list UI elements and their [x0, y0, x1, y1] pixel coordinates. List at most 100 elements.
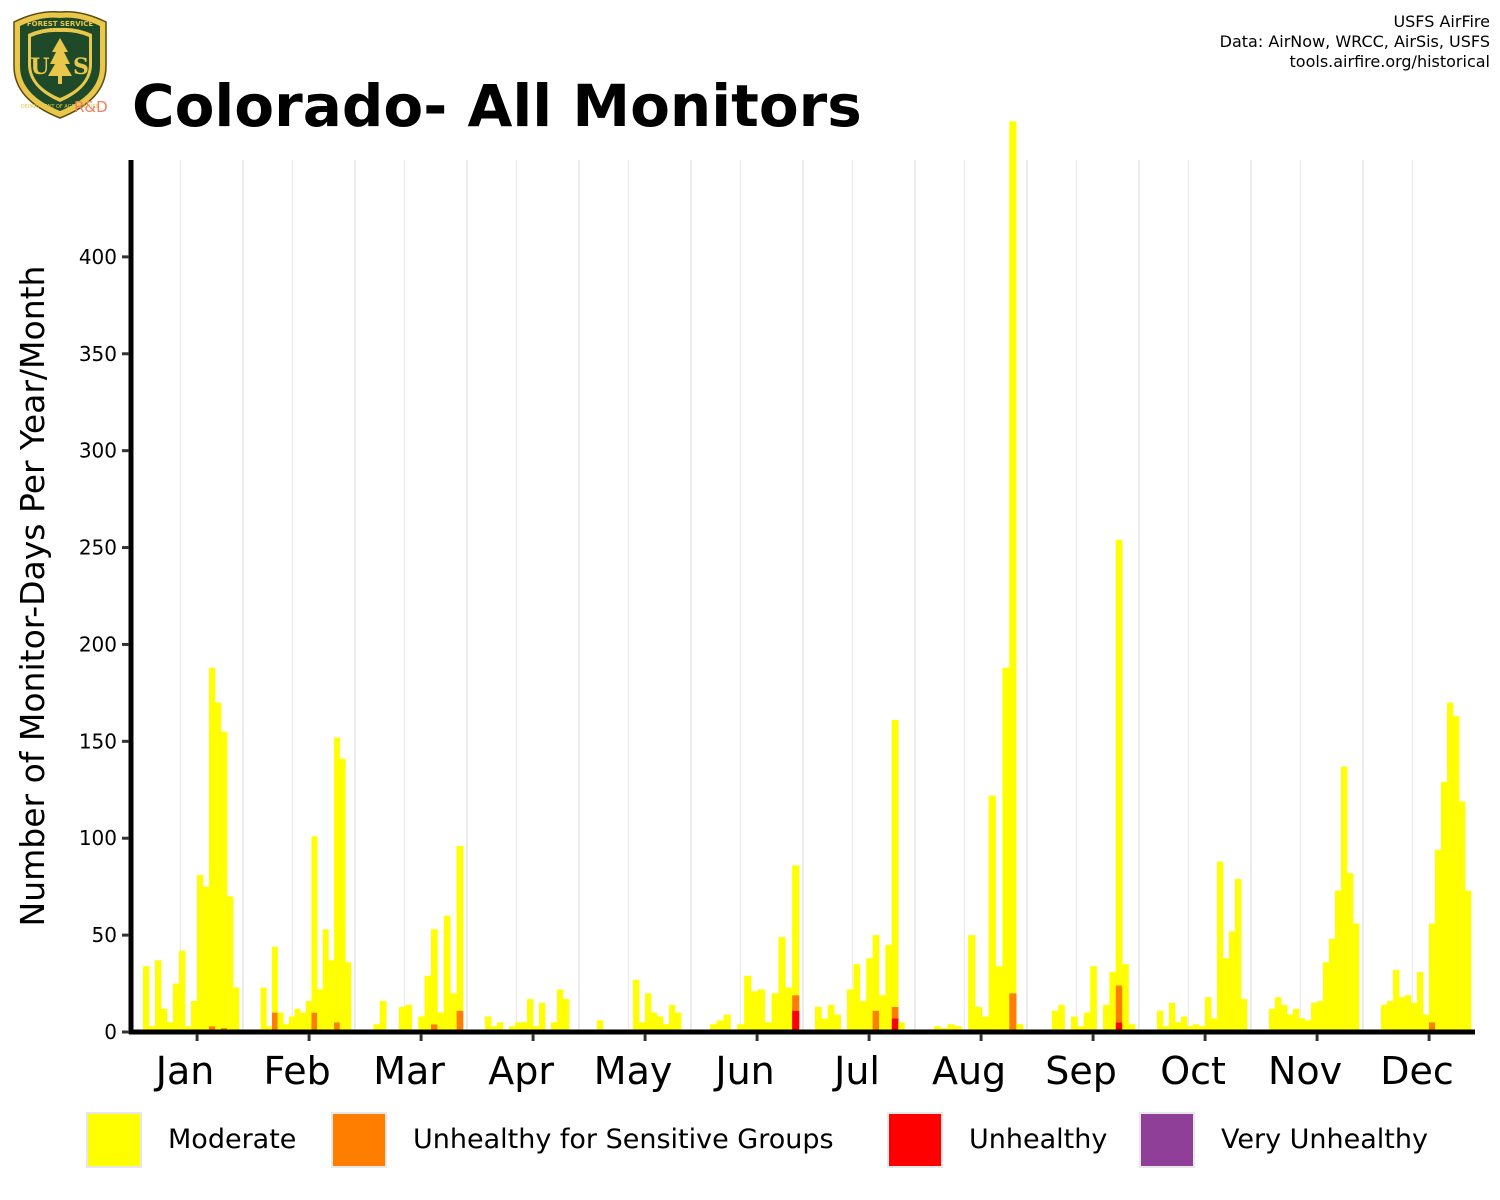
- bar-moderate: [431, 929, 438, 1025]
- credits: USFS AirFire Data: AirNow, WRCC, AirSis,…: [1220, 12, 1490, 72]
- bar-unhealthy-for-sensitive-groups: [1115, 985, 1123, 1023]
- x-tick-label: Jun: [713, 1049, 774, 1093]
- bar-moderate: [792, 865, 800, 996]
- legend-swatch-very-unhealthy: [1139, 1112, 1195, 1168]
- bar-moderate: [456, 845, 464, 1011]
- bar-moderate: [1223, 958, 1230, 1032]
- x-tick-label: Nov: [1268, 1049, 1342, 1093]
- x-tick-label: Jul: [832, 1049, 880, 1093]
- bar-moderate: [744, 975, 752, 1032]
- x-tick-label: May: [594, 1049, 673, 1093]
- bar-moderate: [771, 993, 779, 1032]
- svg-text:FOREST SERVICE: FOREST SERVICE: [27, 20, 94, 28]
- bar-moderate: [1347, 873, 1354, 1032]
- bar-moderate: [305, 1001, 312, 1032]
- bar-moderate: [1465, 890, 1472, 1032]
- y-tick-label: 100: [79, 826, 117, 850]
- bar-moderate: [1083, 1012, 1091, 1032]
- bar-moderate: [1311, 1002, 1318, 1032]
- bar-moderate: [283, 1024, 290, 1032]
- bar-moderate: [645, 993, 652, 1032]
- bar-moderate: [891, 720, 899, 1007]
- x-tick-label: Feb: [263, 1049, 330, 1093]
- bar-moderate: [1323, 962, 1330, 1032]
- bar-moderate: [827, 1004, 835, 1032]
- bar-moderate: [311, 836, 318, 1013]
- bar-moderate: [1399, 997, 1406, 1032]
- bar-moderate: [1293, 1008, 1300, 1032]
- bar-moderate: [995, 966, 1003, 1032]
- bar-moderate: [1241, 999, 1248, 1032]
- y-axis-label: Number of Monitor-Days Per Year/Month: [13, 266, 52, 927]
- bar-moderate: [437, 1012, 445, 1032]
- bar-moderate: [450, 993, 457, 1032]
- bar-moderate: [1429, 923, 1436, 1023]
- bar-moderate: [1229, 931, 1236, 1032]
- x-tick-label: Aug: [932, 1049, 1006, 1093]
- bar-moderate: [1381, 1004, 1388, 1032]
- bar-moderate: [1122, 964, 1129, 1032]
- bar-unhealthy-for-sensitive-groups: [209, 1026, 216, 1032]
- bar-moderate: [277, 1012, 284, 1032]
- bar-moderate: [651, 1012, 658, 1032]
- bar-unhealthy-for-sensitive-groups: [334, 1022, 341, 1032]
- bar-moderate: [539, 1002, 546, 1032]
- bar-moderate: [1071, 1016, 1078, 1032]
- bar-unhealthy: [891, 1018, 899, 1032]
- x-tick-label: Sep: [1045, 1049, 1117, 1093]
- bar-moderate: [1193, 1024, 1200, 1032]
- bar-moderate: [1058, 1004, 1065, 1032]
- bar-unhealthy-for-sensitive-groups: [311, 1012, 318, 1032]
- bar-moderate: [1411, 1002, 1418, 1032]
- bar-moderate: [1051, 1010, 1059, 1032]
- bar-moderate: [379, 1001, 387, 1032]
- bar-moderate: [1459, 801, 1466, 1032]
- bar-unhealthy-for-sensitive-groups: [271, 1012, 278, 1032]
- bar-moderate: [533, 1026, 540, 1032]
- bar-moderate: [947, 1024, 955, 1032]
- bar-moderate: [266, 1026, 273, 1032]
- bar-moderate: [509, 1026, 516, 1032]
- bar-moderate: [879, 995, 886, 1032]
- bar-moderate: [633, 979, 640, 1032]
- bar-moderate: [418, 1016, 425, 1032]
- bar-moderate: [424, 975, 432, 1032]
- chart-title: Colorado- All Monitors: [132, 72, 862, 140]
- bar-moderate: [149, 1026, 156, 1032]
- bar-moderate: [551, 1022, 558, 1032]
- bar-moderate: [197, 875, 204, 1032]
- legend: Moderate Unhealthy for Sensitive Groups …: [0, 1108, 1500, 1174]
- bar-moderate: [1447, 702, 1454, 1032]
- bar-moderate: [1305, 1020, 1312, 1032]
- bar-moderate: [1002, 667, 1010, 1032]
- bar-moderate: [981, 1016, 990, 1032]
- bar-moderate: [215, 702, 222, 1032]
- bar-moderate: [1181, 1016, 1188, 1032]
- bar-moderate: [675, 1012, 682, 1032]
- bar-moderate: [1217, 861, 1224, 1032]
- bar-moderate: [709, 1024, 718, 1032]
- bar-moderate: [334, 737, 341, 1023]
- bar-moderate: [1169, 1002, 1176, 1032]
- x-tick-label: Dec: [1380, 1049, 1454, 1093]
- bar-moderate: [399, 1006, 406, 1032]
- bar-moderate: [1335, 890, 1342, 1032]
- bar-moderate: [1163, 1026, 1170, 1032]
- bar-moderate: [1235, 878, 1242, 1032]
- bar-moderate: [1387, 1001, 1394, 1032]
- bar-moderate: [1393, 969, 1400, 1032]
- bar-moderate: [1009, 121, 1017, 994]
- bar-moderate: [1128, 1024, 1136, 1032]
- y-tick-label: 150: [79, 729, 117, 753]
- bar-moderate: [954, 1026, 962, 1032]
- bar-moderate: [515, 1022, 522, 1032]
- credit-line: Data: AirNow, WRCC, AirSis, USFS: [1219, 32, 1490, 51]
- bar-moderate: [491, 1026, 498, 1032]
- bar-moderate: [328, 960, 335, 1032]
- forest-service-shield-icon: U S FOREST SERVICE DEPARTMENT OF AGRICUL…: [13, 10, 107, 119]
- bar-unhealthy-for-sensitive-groups: [792, 995, 800, 1011]
- bar-moderate: [716, 1020, 724, 1032]
- bar-moderate: [294, 1008, 301, 1032]
- bar-moderate: [657, 1016, 664, 1032]
- bar-moderate: [300, 1012, 307, 1032]
